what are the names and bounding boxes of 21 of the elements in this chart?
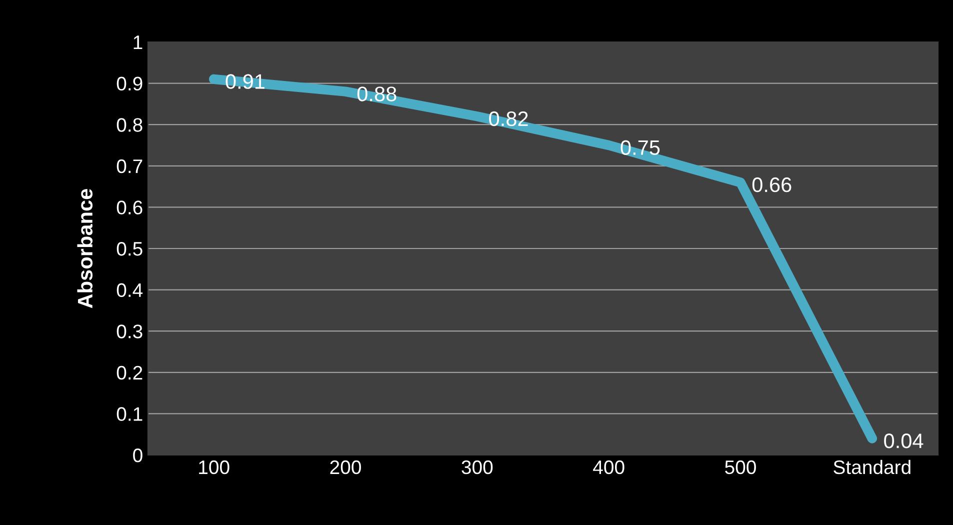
y-tick-label: 0 bbox=[133, 448, 142, 462]
x-tick-label: 100 bbox=[199, 460, 230, 474]
data-label: 0.66 bbox=[752, 177, 792, 192]
x-tick-label: 500 bbox=[725, 460, 756, 474]
data-label: 0.04 bbox=[884, 433, 924, 448]
y-tick-label: 0.8 bbox=[116, 118, 142, 132]
y-tick-label: 0.3 bbox=[116, 324, 142, 338]
x-tick-label: 400 bbox=[593, 460, 624, 474]
y-tick-label: 0.6 bbox=[116, 200, 142, 214]
y-tick-label: 0.1 bbox=[116, 407, 142, 421]
x-tick-label: 300 bbox=[462, 460, 493, 474]
x-tick-label: 200 bbox=[330, 460, 361, 474]
data-label: 0.91 bbox=[226, 74, 264, 89]
y-tick-label: 0.9 bbox=[116, 76, 142, 91]
y-tick-label: 0.4 bbox=[116, 283, 143, 298]
y-tick-label: 0.5 bbox=[116, 242, 142, 256]
y-tick-label: 1 bbox=[134, 36, 142, 50]
x-tick-label: Standard bbox=[834, 460, 910, 474]
y-tick-label: 0.7 bbox=[116, 159, 142, 174]
y-axis-title: Absorbance bbox=[77, 189, 93, 308]
y-tick-label: 0.2 bbox=[116, 366, 142, 380]
